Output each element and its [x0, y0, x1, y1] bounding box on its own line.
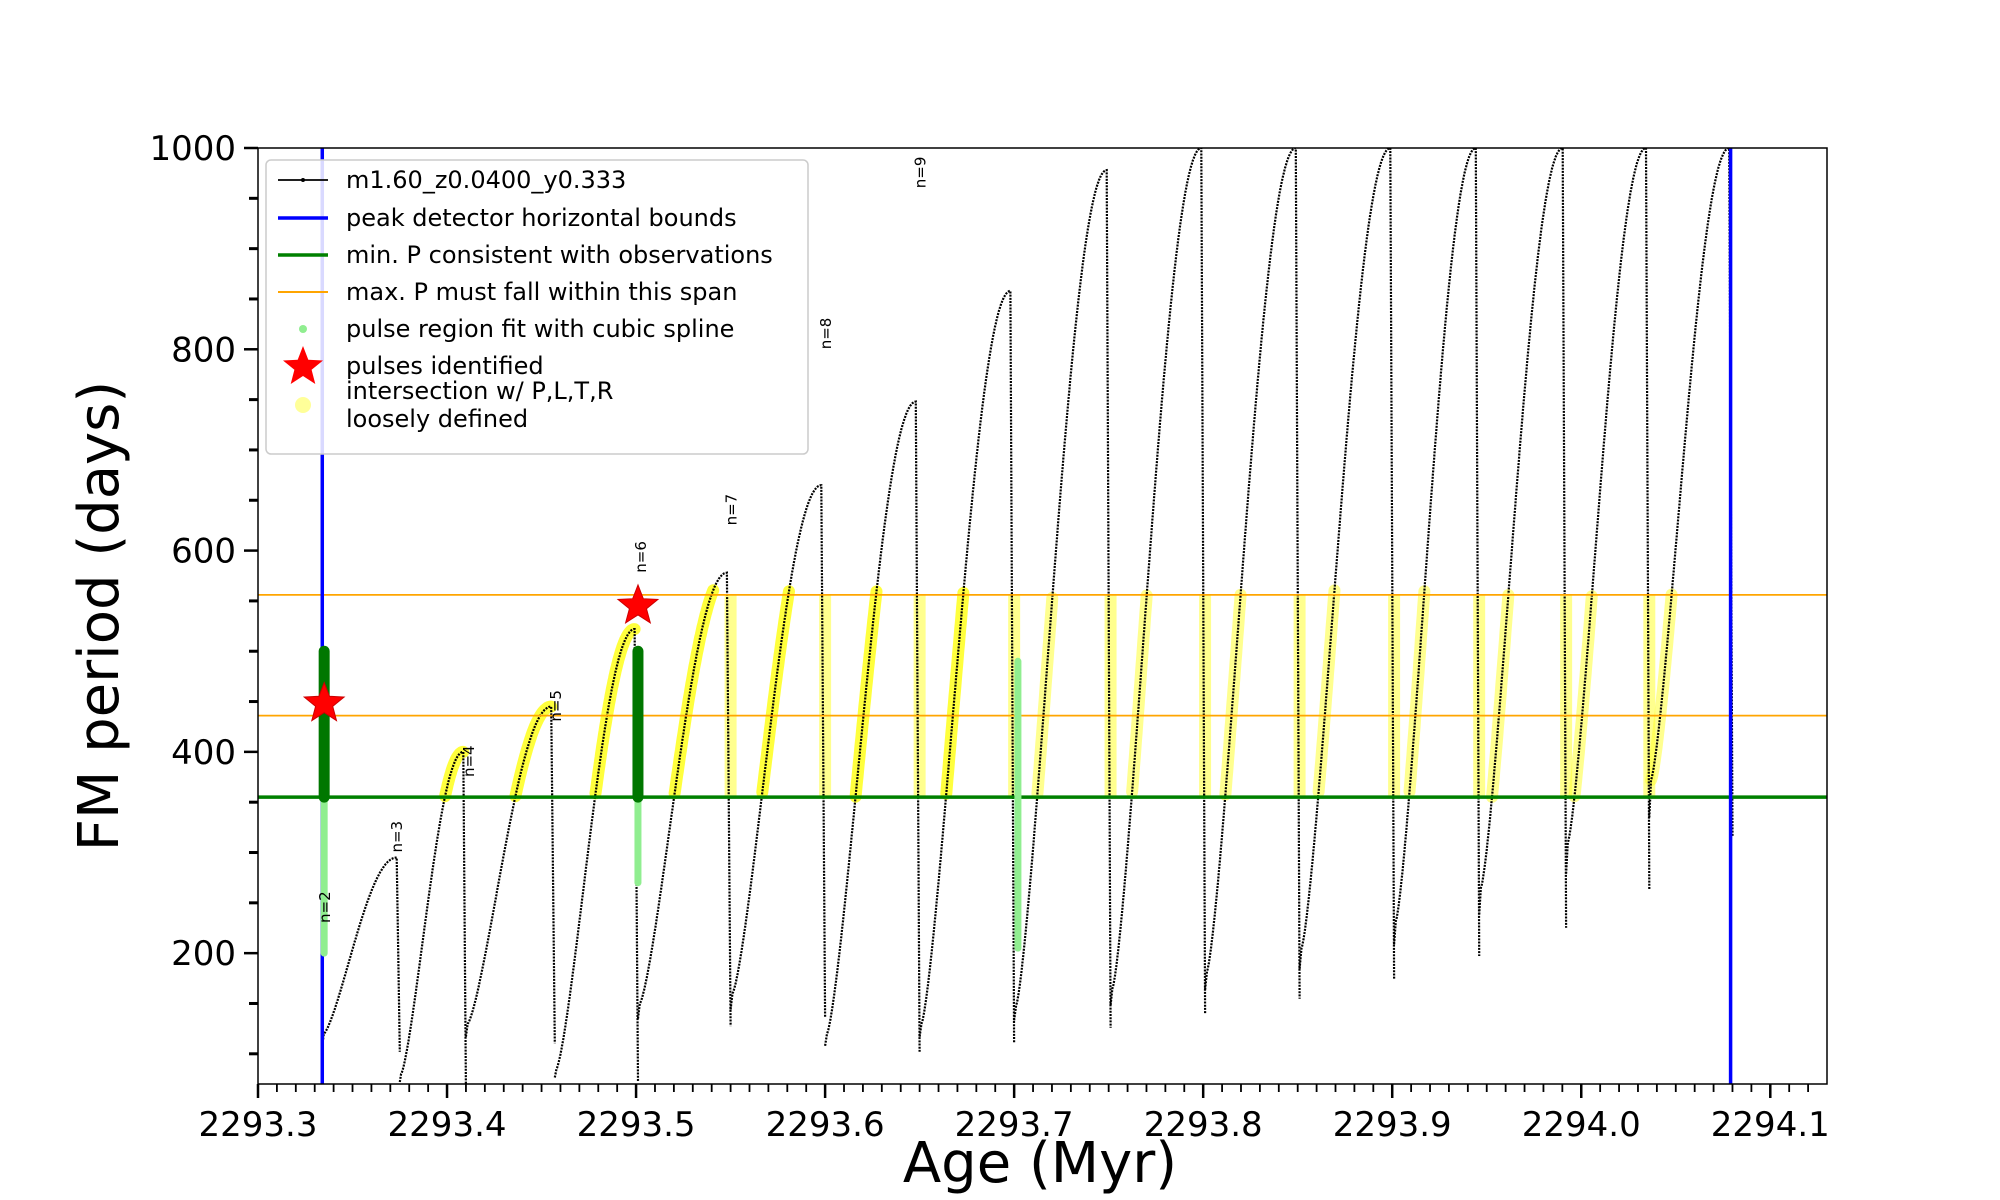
series-cycle: [398, 750, 467, 1084]
x-tick-label: 2293.8: [1144, 1105, 1263, 1145]
legend-frame: [265, 159, 809, 455]
series-cycle: [636, 571, 732, 1027]
series-cycle: [1393, 148, 1481, 957]
y-tick-label: 1000: [149, 129, 236, 169]
model-series: [321, 148, 1734, 1084]
horizontal-lines: [258, 593, 1827, 799]
series-cycle: [1204, 148, 1301, 999]
y-tick-label: 600: [171, 532, 236, 572]
pulse-label: n=5: [547, 690, 565, 722]
pulse-label: n=4: [460, 745, 478, 777]
legend-label: loosely defined: [346, 405, 528, 433]
y-axis: 200 400 600 800 1000: [149, 129, 258, 1056]
x-tick-label: 2293.4: [388, 1105, 507, 1145]
series-cycle: [553, 628, 640, 1082]
x-tick-label: 2293.7: [955, 1105, 1074, 1145]
x-tick-label: 2293.6: [766, 1105, 885, 1145]
x-tick-label: 2294.0: [1522, 1105, 1641, 1145]
series-cycle: [1109, 148, 1207, 1014]
y-tick-label: 200: [171, 934, 236, 974]
series-cycle: [464, 705, 556, 1044]
x-axis: 2293.3 2293.4 2293.5 2293.6 2293.7 2293.8 2293…: [199, 1084, 1830, 1145]
y-axis-title: FM period (days): [67, 381, 132, 851]
plot-frame: [257, 147, 1828, 1085]
pulse-label: n=7: [723, 494, 741, 526]
pulse-star: [616, 583, 660, 625]
pulse-label: n=8: [817, 318, 835, 350]
series-cycle: [1648, 148, 1734, 837]
series-cycle: [1565, 148, 1651, 890]
pulse-label: n=9: [912, 157, 930, 189]
legend-label: intersection w/ P,L,T,R: [346, 377, 613, 405]
series-cycle: [729, 484, 827, 1018]
pulse-label: n=2: [316, 891, 334, 923]
pulse-label: n=6: [632, 541, 650, 573]
legend-label: peak detector horizontal bounds: [346, 204, 737, 232]
legend-swatch: [295, 397, 311, 413]
series-cycle: [1298, 148, 1396, 980]
x-axis-title: Age (Myr): [903, 1131, 1177, 1196]
pulse-label: n=3: [388, 821, 406, 853]
y-tick-label: 800: [171, 330, 236, 370]
x-tick-label: 2293.3: [199, 1105, 318, 1145]
pulse-stars: [302, 583, 660, 722]
legend-label: min. P consistent with observations: [346, 241, 773, 269]
series-cycle: [918, 289, 1016, 1044]
series-cycle: [321, 856, 401, 1052]
legend-swatch-dot: [301, 178, 305, 182]
x-tick-label: 2294.1: [1711, 1105, 1830, 1145]
pulse-labels: n=2 n=3 n=4 n=5 n=6 n=7 n=8 n=9: [316, 157, 929, 923]
legend-label: max. P must fall within this span: [346, 278, 737, 306]
series-cycle: [824, 400, 921, 1052]
y-tick-label: 400: [171, 733, 236, 773]
pulse-star: [302, 681, 346, 722]
legend-label: m1.60_z0.0400_y0.333: [346, 166, 626, 194]
legend-label: pulse region fit with cubic spline: [346, 315, 734, 343]
legend-label: pulses identified: [346, 352, 544, 380]
legend-swatch-star: [283, 346, 323, 384]
legend-swatch: [299, 325, 307, 333]
x-tick-label: 2293.5: [577, 1105, 696, 1145]
x-tick-label: 2293.9: [1333, 1105, 1452, 1145]
series-cycle: [1478, 148, 1568, 928]
series-cycle: [1013, 168, 1112, 1028]
